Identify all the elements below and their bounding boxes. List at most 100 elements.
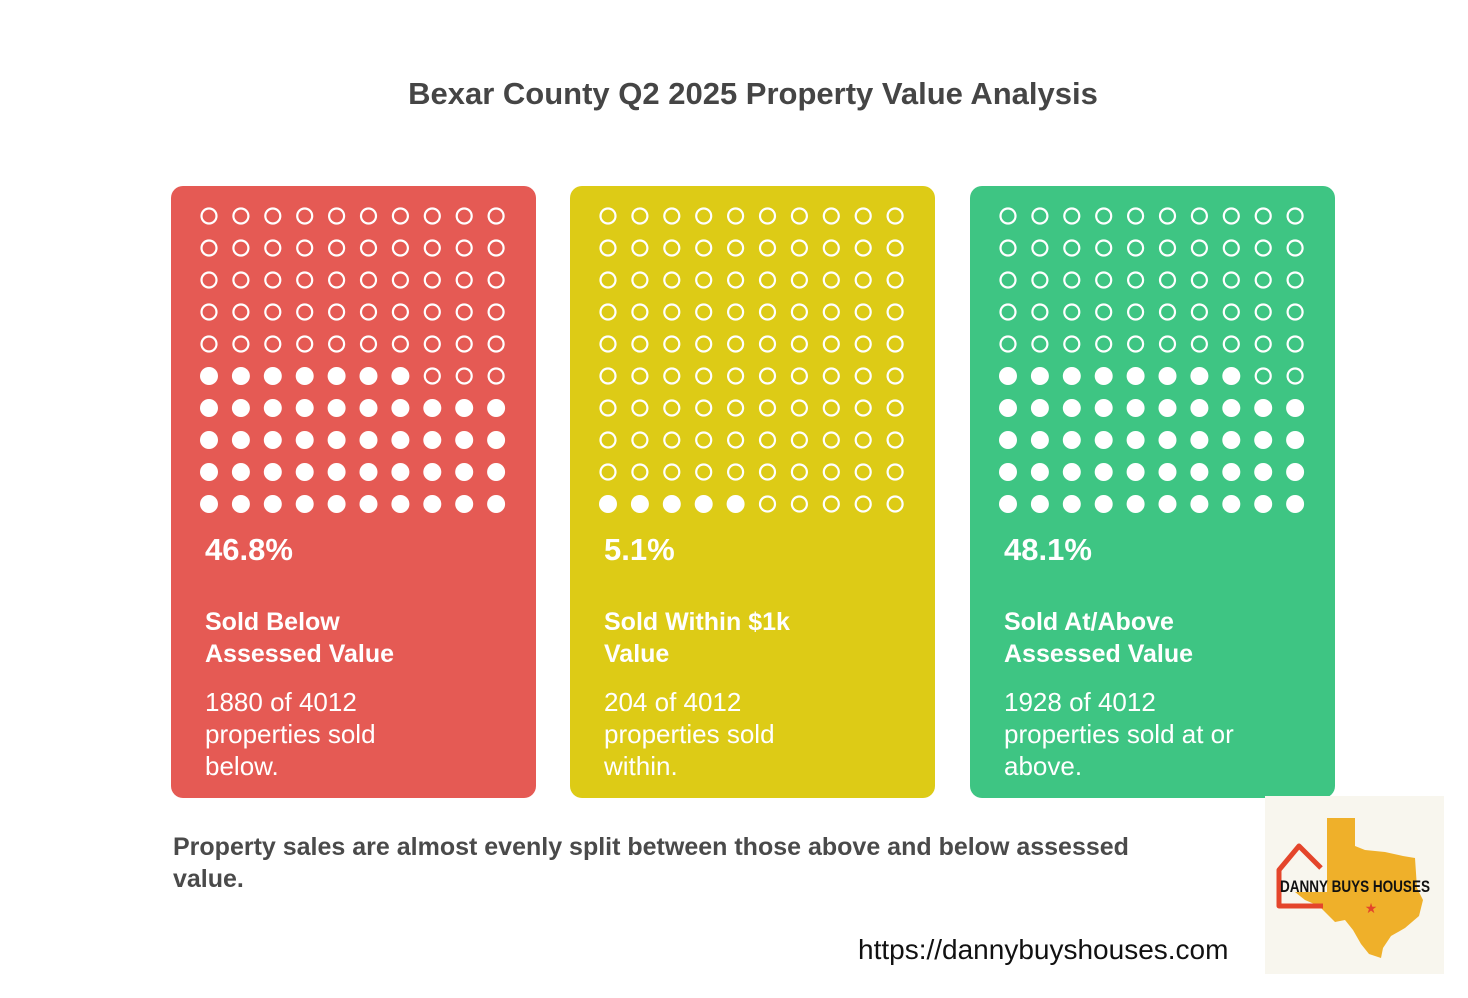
waffle-dot-filled bbox=[1190, 399, 1209, 417]
waffle-dot-empty bbox=[328, 303, 346, 321]
waffle-dot-empty bbox=[232, 303, 250, 321]
waffle-dot-empty bbox=[886, 431, 904, 449]
waffle-dot-empty bbox=[695, 335, 713, 353]
waffle-dot-filled bbox=[263, 431, 282, 449]
waffle-dot-empty bbox=[822, 335, 840, 353]
waffle-dot-empty bbox=[359, 271, 378, 289]
waffle-dot-empty bbox=[663, 399, 681, 417]
waffle-dot-filled bbox=[231, 399, 250, 417]
waffle-dot-filled bbox=[1158, 495, 1177, 513]
waffle-dot-filled bbox=[487, 463, 506, 481]
waffle-dot-empty bbox=[854, 303, 872, 321]
waffle-dot-empty bbox=[727, 463, 745, 481]
waffle-dot-empty bbox=[1095, 303, 1113, 321]
waffle-dot-empty bbox=[695, 207, 713, 225]
waffle-dot-empty bbox=[599, 239, 617, 257]
waffle-dot-filled bbox=[1030, 399, 1049, 417]
waffle-dot-empty bbox=[663, 431, 681, 449]
waffle-dot-empty bbox=[1127, 207, 1145, 225]
waffle-dot-filled bbox=[200, 367, 218, 385]
waffle-dot-filled bbox=[1126, 367, 1145, 385]
website-url[interactable]: https://dannybuyshouses.com bbox=[858, 934, 1229, 965]
waffle-dot-filled bbox=[1126, 463, 1145, 481]
waffle-dot-empty bbox=[1222, 207, 1240, 225]
waffle-dot-empty bbox=[1127, 239, 1145, 257]
waffle-dot-empty bbox=[232, 335, 250, 353]
waffle-dot-filled bbox=[423, 399, 442, 417]
waffle-dot-filled bbox=[1158, 463, 1177, 481]
waffle-dot-empty bbox=[1222, 239, 1240, 257]
waffle-dot-empty bbox=[695, 271, 713, 289]
footer-note: Property sales are almost evenly split b… bbox=[173, 833, 1129, 893]
waffle-dot-filled bbox=[200, 431, 218, 449]
waffle-dot-filled bbox=[231, 367, 250, 385]
waffle-dot-filled bbox=[1094, 399, 1113, 417]
waffle-dot-empty bbox=[1158, 303, 1177, 321]
waffle-dot-filled bbox=[1062, 399, 1081, 417]
waffle-dot-filled bbox=[231, 463, 250, 481]
waffle-dot-filled bbox=[295, 495, 314, 513]
waffle-dot-filled bbox=[630, 495, 649, 513]
waffle-dot-filled bbox=[327, 495, 346, 513]
waffle-dot-filled bbox=[1094, 367, 1113, 385]
waffle-dot-empty bbox=[663, 207, 681, 225]
waffle-dot-filled bbox=[327, 431, 346, 449]
waffle-dot-filled bbox=[327, 367, 346, 385]
waffle-dot-empty bbox=[200, 303, 218, 321]
waffle-dot-empty bbox=[790, 399, 808, 417]
waffle-dot-filled bbox=[1286, 399, 1305, 417]
waffle-dot-empty bbox=[599, 271, 617, 289]
waffle-dot-filled bbox=[263, 463, 282, 481]
waffle-dot-empty bbox=[328, 335, 346, 353]
waffle-dot-empty bbox=[663, 335, 681, 353]
waffle-dot-empty bbox=[631, 399, 649, 417]
waffle-dot-empty bbox=[1063, 271, 1081, 289]
waffle-dot-filled bbox=[999, 431, 1017, 449]
waffle-dot-empty bbox=[822, 271, 840, 289]
waffle-dot-empty bbox=[264, 239, 282, 257]
waffle-dot-empty bbox=[232, 239, 250, 257]
waffle-dot-filled bbox=[1190, 463, 1209, 481]
waffle-dot-filled bbox=[1190, 431, 1209, 449]
category-label: Sold At/Above Assessed Value bbox=[1004, 606, 1304, 670]
waffle-dot-empty bbox=[296, 303, 314, 321]
waffle-dot-empty bbox=[758, 303, 777, 321]
waffle-dot-filled bbox=[295, 431, 314, 449]
waffle-dot-empty bbox=[1190, 207, 1208, 225]
waffle-dot-empty bbox=[822, 463, 840, 481]
category-label-line: Assessed Value bbox=[205, 640, 395, 668]
waffle-dot-empty bbox=[631, 367, 649, 385]
svg-text:DANNY BUYS HOUSES: DANNY BUYS HOUSES bbox=[1280, 877, 1430, 896]
waffle-dot-empty bbox=[1190, 271, 1208, 289]
waffle-dot-filled bbox=[231, 431, 250, 449]
waffle-dot-filled bbox=[694, 495, 713, 513]
waffle-dot-empty bbox=[391, 207, 409, 225]
waffle-dot-empty bbox=[423, 207, 441, 225]
waffle-dot-filled bbox=[1286, 431, 1305, 449]
waffle-dot-empty bbox=[663, 239, 681, 257]
waffle-dot-filled bbox=[295, 399, 314, 417]
waffle-dot-filled bbox=[1158, 399, 1177, 417]
waffle-dot-empty bbox=[1222, 271, 1240, 289]
waffle-dot-empty bbox=[822, 495, 840, 513]
waffle-dot-filled bbox=[455, 399, 474, 417]
waffle-dot-filled bbox=[1158, 431, 1177, 449]
waffle-dot-empty bbox=[1158, 271, 1177, 289]
waffle-dot-empty bbox=[455, 335, 473, 353]
waffle-dot-empty bbox=[886, 367, 904, 385]
waffle-dot-empty bbox=[999, 271, 1017, 289]
waffle-dot-filled bbox=[1126, 399, 1145, 417]
waffle-dot-empty bbox=[854, 335, 872, 353]
waffle-dot-empty bbox=[359, 303, 378, 321]
waffle-dot-filled bbox=[200, 399, 218, 417]
waffle-dot-empty bbox=[1286, 271, 1304, 289]
waffle-dot-empty bbox=[200, 207, 218, 225]
waffle-dot-empty bbox=[631, 271, 649, 289]
waffle-dot-empty bbox=[359, 207, 378, 225]
waffle-dot-empty bbox=[886, 335, 904, 353]
waffle-dot-empty bbox=[200, 239, 218, 257]
waffle-dot-empty bbox=[663, 367, 681, 385]
waffle-dot-empty bbox=[999, 239, 1017, 257]
waffle-dot-empty bbox=[328, 207, 346, 225]
waffle-dot-filled bbox=[200, 495, 218, 513]
